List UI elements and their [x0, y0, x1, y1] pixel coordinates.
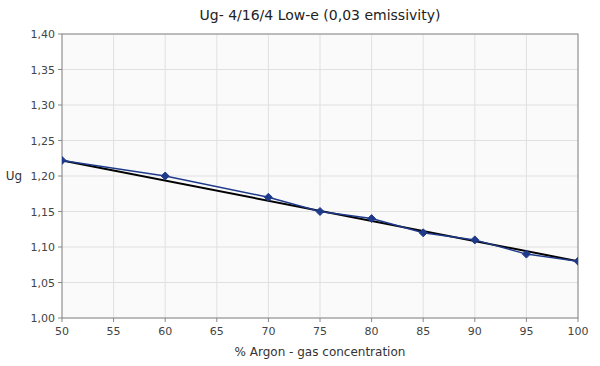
tick-label-x: 65 — [210, 325, 224, 338]
tick-label-y: 1,30 — [31, 99, 56, 112]
tick-y — [58, 105, 62, 106]
title: Ug- 4/16/4 Low-e (0,03 emissivity) — [200, 7, 441, 23]
tick-y — [58, 211, 62, 212]
point-marker — [522, 250, 530, 258]
grid-line-y — [62, 282, 578, 283]
tick-x — [423, 318, 424, 322]
tick-label-x: 60 — [158, 325, 172, 338]
plot-area — [62, 34, 578, 318]
tick-y — [58, 282, 62, 283]
point-marker — [574, 257, 578, 265]
tick-x — [268, 318, 269, 322]
grid-line-y — [62, 69, 578, 70]
tick-label-y: 1,35 — [31, 64, 56, 77]
x-axis-label: % Argon - gas concentration — [235, 345, 406, 359]
tick-y — [58, 318, 62, 319]
tick-label-y: 1,25 — [31, 135, 56, 148]
data — [62, 156, 578, 265]
tick-x — [113, 318, 114, 322]
point-marker — [264, 193, 272, 201]
tick-x — [62, 318, 63, 322]
point-marker — [161, 172, 169, 180]
tick-y — [58, 176, 62, 177]
tick-x — [216, 318, 217, 322]
grid-line-y — [62, 105, 578, 106]
point-marker — [471, 236, 479, 244]
tick-y — [58, 247, 62, 248]
y-axis-label: Ug — [6, 169, 22, 183]
point-marker — [62, 156, 66, 164]
plot-frame — [62, 34, 578, 318]
tick-y — [58, 69, 62, 70]
tick-label-x: 85 — [416, 325, 430, 338]
tick-label-y: 1,40 — [31, 28, 56, 41]
tick-label-y: 1,00 — [31, 312, 56, 325]
tick-y — [58, 34, 62, 35]
tick-x — [320, 318, 321, 322]
tick-label-x: 100 — [568, 325, 589, 338]
point-marker — [419, 229, 427, 237]
grid-line-y — [62, 140, 578, 141]
tick-label-x: 50 — [55, 325, 69, 338]
series-line — [62, 160, 578, 261]
tick-x — [526, 318, 527, 322]
tick-label-x: 80 — [365, 325, 379, 338]
series-line — [62, 160, 578, 261]
tick-label-x: 90 — [468, 325, 482, 338]
tick-label-x: 70 — [261, 325, 275, 338]
point-marker — [316, 208, 324, 216]
tick-label-y: 1,05 — [31, 277, 56, 290]
tick-x — [474, 318, 475, 322]
tick-y — [58, 140, 62, 141]
chart: 50 55 60 65 70 75 80 85 90 95 100 1,00 1,05 1,10 1,15 1… — [0, 0, 600, 366]
tick-x — [578, 318, 579, 322]
tick-label-x: 75 — [313, 325, 327, 338]
tick-label-x: 55 — [107, 325, 121, 338]
tick-label-y: 1,15 — [31, 206, 56, 219]
tick-label-y: 1,10 — [31, 241, 56, 254]
ticks: 50 55 60 65 70 75 80 85 90 95 100 1,00 1,05 1,10 1,15 1… — [31, 28, 589, 338]
tick-x — [371, 318, 372, 322]
tick-label-y: 1,20 — [31, 170, 56, 183]
grid — [62, 34, 578, 318]
point-marker — [368, 215, 376, 223]
tick-x — [165, 318, 166, 322]
tick-label-x: 95 — [519, 325, 533, 338]
